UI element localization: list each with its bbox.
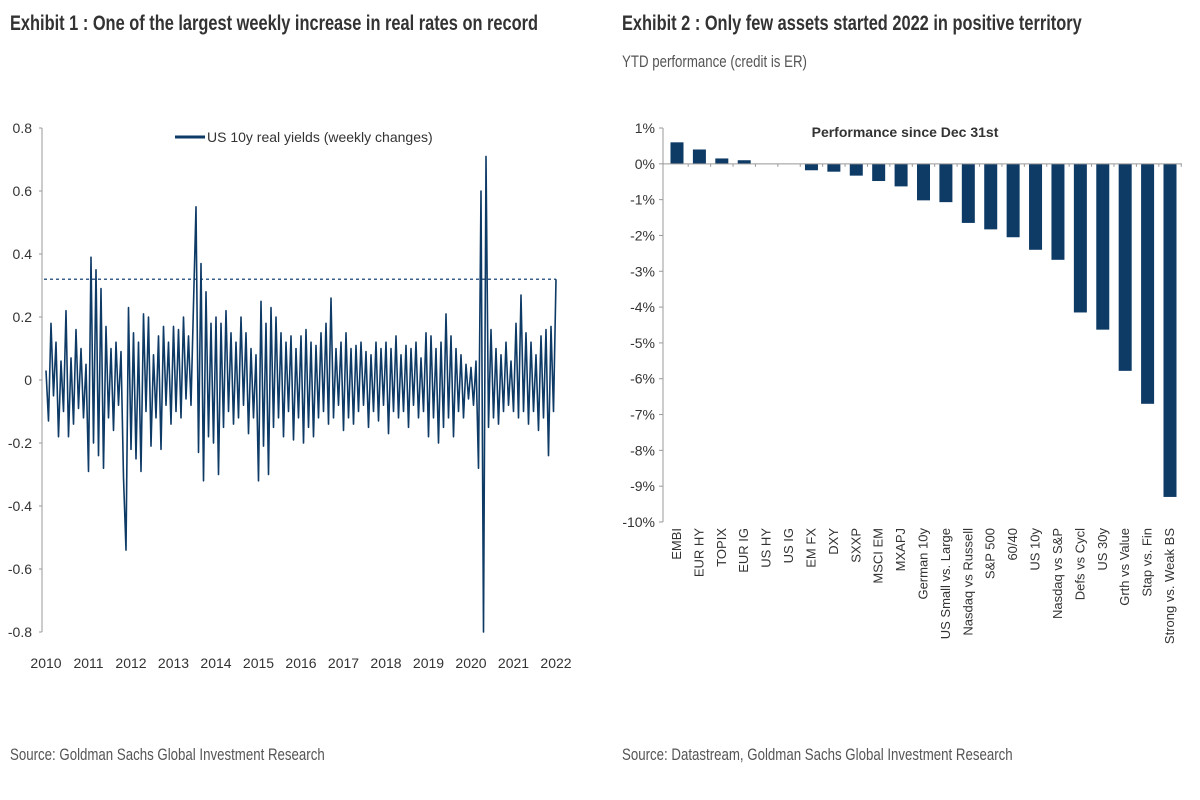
bar-6	[804, 163, 818, 171]
bar-21	[1141, 163, 1155, 404]
x-tick-label: 2019	[413, 655, 444, 671]
category-label: US IG	[781, 528, 796, 563]
exhibit1-title: Exhibit 1 : One of the largest weekly in…	[10, 12, 538, 35]
real-yields-line-chart: 0.8 0.6 0.4 0.2 0 -0.2 -0.4 -0.6 -0.8 2010 2011 201…	[8, 120, 572, 671]
bar-0	[670, 142, 684, 164]
bar-16	[1029, 163, 1043, 250]
y-tick-label: -0.4	[8, 498, 32, 514]
bar-13	[961, 163, 975, 223]
y-tick-label: -0.6	[8, 561, 32, 577]
category-label: EUR HY	[691, 528, 706, 577]
exhibit1-source: Source: Goldman Sachs Global Investment …	[10, 745, 325, 764]
x-tick-label: 2016	[285, 655, 316, 671]
category-label: S&P 500	[983, 528, 998, 579]
category-label: DXY	[826, 528, 841, 555]
bar-20	[1118, 163, 1132, 371]
category-label: US Small vs. Large	[938, 528, 953, 639]
bar-22	[1163, 163, 1177, 497]
weekly-changes-series-line	[45, 155, 557, 633]
x-tick-label: 2015	[243, 655, 274, 671]
category-label: Strong vs. Weak BS	[1162, 528, 1177, 644]
category-label: US 30y	[1095, 528, 1110, 571]
category-label: Defs vs Cycl	[1072, 528, 1087, 600]
y-tick-label: -1%	[630, 192, 655, 208]
category-label: 60/40	[1005, 528, 1020, 561]
bar-9	[872, 163, 886, 182]
bar-19	[1096, 163, 1110, 330]
bar-11	[917, 163, 930, 201]
y-tick-label: 1%	[635, 120, 655, 136]
category-label: Stap vs. Fin	[1140, 528, 1155, 597]
category-label: Nasdaq vs Russell	[960, 528, 975, 636]
y-tick-label: 0.8	[13, 120, 33, 136]
category-label: SXXP	[848, 528, 863, 563]
y-tick-label: -4%	[630, 299, 655, 315]
legend-label: US 10y real yields (weekly changes)	[207, 129, 433, 145]
bar-10	[894, 163, 908, 187]
x-tick-label: 2020	[455, 655, 486, 671]
category-label: EM FX	[803, 528, 818, 568]
category-label: MSCI EM	[871, 528, 886, 584]
y-tick-label: 0.2	[13, 309, 33, 325]
bar-7	[827, 163, 841, 172]
category-label: Nasdaq vs S&P	[1050, 528, 1065, 619]
x-tick-label: 2018	[370, 655, 401, 671]
y-tick-label: 0	[24, 372, 32, 388]
bar-17	[1051, 163, 1065, 260]
x-tick-label: 2010	[30, 655, 61, 671]
category-label: Grth vs Value	[1117, 528, 1132, 606]
x-tick-label: 2011	[73, 655, 103, 671]
x-tick-label: 2021	[498, 655, 529, 671]
y-tick-label: -8%	[630, 442, 655, 458]
bar-14	[984, 163, 998, 230]
bar-3	[737, 160, 751, 164]
x-tick-label: 2014	[200, 655, 231, 671]
y-tick-label: -5%	[630, 335, 655, 351]
bar-12	[939, 163, 953, 203]
bar-1	[692, 149, 706, 164]
y-tick-label: -0.2	[8, 435, 32, 451]
bar-15	[1006, 163, 1020, 238]
category-label: US 10y	[1028, 528, 1043, 571]
y-tick-label: -3%	[630, 263, 655, 279]
category-label: TOPIX	[714, 528, 729, 567]
bar-18	[1073, 163, 1087, 313]
category-label: MXAPJ	[893, 528, 908, 571]
exhibit2-title: Exhibit 2 : Only few assets started 2022…	[622, 12, 1082, 35]
category-label: EUR IG	[736, 528, 751, 573]
y-tick-label: -7%	[630, 407, 655, 423]
y-tick-label: -0.8	[8, 624, 32, 640]
exhibit2-subtitle: YTD performance (credit is ER)	[622, 52, 807, 71]
ytd-performance-bar-chart: 1% 0% -1% -2% -3% -4% -5% -6% -7% -8% -9% -10% Perfo…	[622, 120, 1182, 644]
x-tick-label: 2017	[328, 655, 359, 671]
y-tick-label: -10%	[622, 514, 655, 530]
exhibit2-source: Source: Datastream, Goldman Sachs Global…	[622, 745, 1013, 764]
y-tick-label: -6%	[630, 371, 655, 387]
bar-2	[715, 158, 729, 164]
y-tick-label: 0%	[635, 156, 655, 172]
x-tick-label: 2013	[158, 655, 189, 671]
chart-title: Performance since Dec 31st	[812, 124, 999, 140]
y-tick-label: -9%	[630, 478, 655, 494]
y-tick-label: 0.4	[13, 246, 33, 262]
category-label: US HY	[759, 528, 774, 568]
y-tick-label: 0.6	[13, 183, 33, 199]
x-tick-label: 2012	[115, 655, 146, 671]
category-label: EMBI	[669, 528, 684, 560]
bar-8	[849, 163, 863, 176]
x-tick-label: 2022	[540, 655, 571, 671]
category-label: German 10y	[916, 528, 931, 600]
y-tick-label: -2%	[630, 227, 655, 243]
